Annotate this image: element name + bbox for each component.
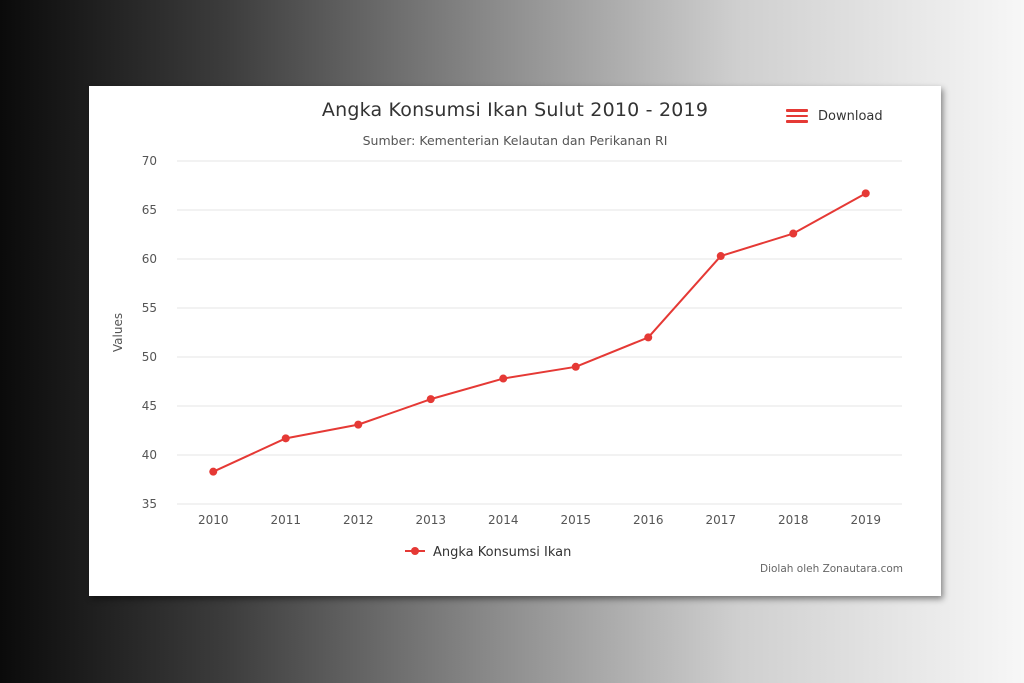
- x-tick-label: 2011: [270, 513, 301, 527]
- data-point: [861, 189, 870, 198]
- x-tick-label: 2014: [488, 513, 519, 527]
- menu-icon: [786, 109, 808, 123]
- chart-card: Angka Konsumsi Ikan Sulut 2010 - 2019 Su…: [89, 86, 941, 596]
- data-point: [716, 252, 725, 261]
- data-point: [644, 333, 653, 342]
- y-tick-label: 55: [142, 301, 157, 315]
- x-tick-label: 2017: [705, 513, 736, 527]
- y-tick-label: 60: [142, 252, 157, 266]
- y-tick-label: 50: [142, 350, 157, 364]
- x-tick-label: 2016: [633, 513, 664, 527]
- data-point: [281, 434, 290, 443]
- y-tick-label: 40: [142, 448, 157, 462]
- x-tick-label: 2018: [778, 513, 809, 527]
- data-point: [571, 362, 580, 371]
- x-tick-label: 2012: [343, 513, 374, 527]
- y-tick-label: 65: [142, 203, 157, 217]
- legend-marker: [411, 547, 419, 555]
- chart-title: Angka Konsumsi Ikan Sulut 2010 - 2019: [321, 99, 709, 121]
- y-axis-label: Values: [111, 313, 125, 352]
- line-chart: 35 40 45 50 55 60 65 70 Values 2010 2011 2012 2013 20…: [111, 154, 902, 560]
- data-point: [426, 395, 435, 404]
- x-tick-label: 2015: [560, 513, 591, 527]
- data-point: [499, 374, 508, 383]
- x-tick-label: 2019: [850, 513, 881, 527]
- data-point: [209, 467, 218, 476]
- x-tick-label: 2010: [198, 513, 229, 527]
- data-point: [354, 420, 363, 429]
- legend-label: Angka Konsumsi Ikan: [433, 545, 571, 560]
- y-tick-label: 45: [142, 399, 157, 413]
- download-label: Download: [818, 108, 883, 124]
- credit-text: Diolah oleh Zonautara.com: [760, 563, 903, 575]
- series-line: [212, 192, 867, 473]
- y-tick-label: 35: [142, 497, 157, 511]
- y-tick-label: 70: [142, 154, 157, 168]
- data-point: [789, 229, 798, 238]
- x-tick-label: 2013: [415, 513, 446, 527]
- download-button[interactable]: Download: [786, 107, 883, 125]
- chart-subtitle: Sumber: Kementerian Kelautan dan Perikan…: [362, 133, 668, 148]
